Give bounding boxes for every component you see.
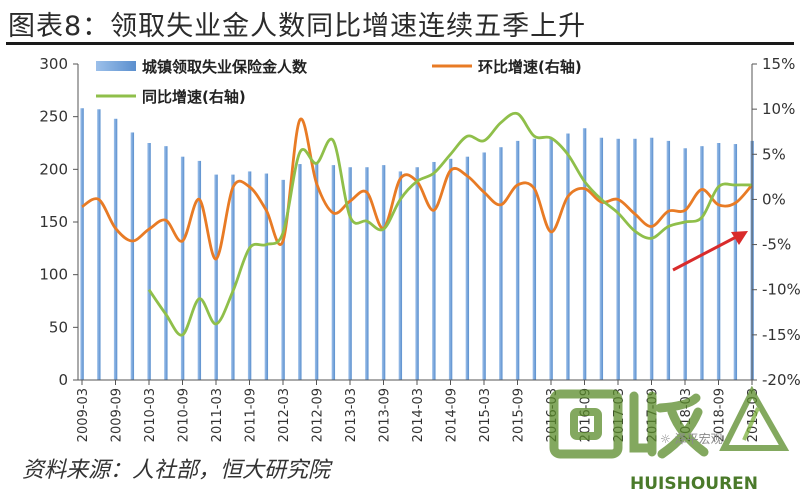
bar [381,165,386,380]
bar [164,146,168,380]
figure-title: 图表8：领取失业金人数同比增速连续五季上升 [8,11,587,42]
trend-arrow [672,231,748,272]
bar [314,163,319,380]
x-axis-tick-label: 2012-03 [277,388,292,442]
bar [465,156,470,380]
bar [415,167,419,380]
left-axis-tick-label: 200 [39,160,68,178]
bar [448,158,453,380]
watermark-social: ☼ 泽平宏观 [660,432,723,446]
right-axis-tick-label: 5% [762,145,786,163]
legend: 城镇领取失业保险金人数 环比增速(右轴) 同比增速(右轴) [96,58,582,106]
x-axis-tick-label: 2014-09 [445,388,460,442]
right-axis-tick-label: 0% [762,190,786,208]
legend-label-year-on-year: 同比增速(右轴) [142,88,246,106]
x-axis-tick-label: 2011-09 [244,388,259,442]
bar [566,133,570,380]
bar [549,137,553,380]
right-axis-tick-label: -5% [762,236,791,254]
bar [532,138,537,380]
bar [197,160,202,380]
bar [432,161,436,380]
title-rule [6,42,794,45]
legend-label-ring-ratio: 环比增速(右轴) [478,58,582,76]
watermark-logo [549,386,790,459]
left-axis-tick-label: 100 [39,266,68,284]
bar [331,165,336,380]
source-note: 资料来源：人社部，恒大研究院 [22,458,331,483]
bar [633,138,637,380]
legend-label-bars: 城镇领取失业保险金人数 [142,58,308,76]
trend-arrow-shaft [672,234,739,272]
right-axis-tick-label: -15% [762,326,800,344]
bar [231,174,235,380]
x-axis-tick-label: 2013-03 [344,388,359,442]
bar [599,137,604,380]
bar [264,173,269,380]
bar [80,108,84,381]
bar [499,147,503,380]
right-axis-tick-label: -10% [762,281,800,299]
bar [666,140,671,380]
watermark-social-text: 泽平宏观 [674,432,723,446]
x-axis-tick-label: 2010-03 [143,388,158,442]
x-axis-tick-label: 2018-09 [713,388,728,442]
bar [616,138,620,380]
left-axis-tick-label: 0 [58,371,68,389]
bar [298,164,302,380]
x-axis-tick-label: 2015-09 [512,388,527,442]
bar [515,140,520,380]
left-axis-tick-label: 50 [49,318,68,336]
bar [582,128,587,380]
watermark-brand-en: HUISHOUREN [630,474,759,494]
axes: 0 50 100 150 200 250 300 -20% -15% -10% -5% 0% 5% 10%… [39,55,800,442]
left-axis-tick-label: 150 [39,213,68,231]
right-axis-tick-label: 10% [762,100,795,118]
bar [281,179,285,380]
legend-swatch-bars [96,61,136,71]
left-axis-tick-label: 300 [39,55,68,73]
bar [147,143,151,380]
bar [482,152,486,380]
right-axis-tick-label: -20% [762,371,800,389]
line-series [81,111,754,337]
bar [180,156,185,380]
bar [247,171,252,380]
right-axis-tick-label: 15% [762,55,795,73]
x-axis-tick-label: 2012-09 [311,388,326,442]
bar [130,132,135,380]
x-axis-tick-label: 2014-03 [411,388,426,442]
x-axis-tick-label: 2010-09 [177,388,192,442]
bar [700,146,704,380]
x-axis-tick-label: 2013-09 [378,388,393,442]
bar [113,118,118,381]
x-axis-tick-label: 2009-03 [76,388,91,442]
bar [733,144,738,380]
ring-ratio-line [81,117,754,261]
annotations [672,231,748,272]
bar [716,143,721,380]
bar [649,137,654,380]
bar-series [80,108,754,381]
bar [97,109,101,380]
x-axis-tick-label: 2011-03 [210,388,225,442]
x-axis-tick-label: 2015-03 [478,388,493,442]
bar [348,167,352,380]
year-on-year-line [147,111,753,337]
bar [365,167,369,380]
x-axis-tick-label: 2009-09 [110,388,125,442]
bar [214,174,218,380]
left-axis-tick-label: 250 [39,108,68,126]
trend-arrow-head [731,231,748,245]
bar [398,171,403,380]
